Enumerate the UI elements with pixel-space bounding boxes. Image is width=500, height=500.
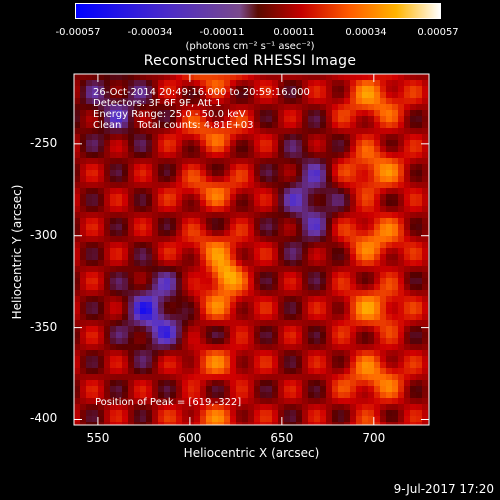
time-range-label: 26-Oct-2014 20:49:16.000 to 20:59:16.000 [93, 87, 310, 98]
axis-ticks [74, 74, 429, 425]
colorbar-tick-label: 0.00057 [417, 27, 459, 38]
energy-range-label: Energy Range: 25.0 - 50.0 keV [93, 109, 246, 120]
plot-frame [73, 73, 430, 426]
colorbar-tick-label: -0.00034 [127, 27, 173, 38]
y-axis-title: Heliocentric Y (arcsec) [10, 184, 24, 320]
x-tick-label: 550 [86, 431, 110, 445]
y-tick-label: -250 [30, 135, 58, 150]
x-tick-label: 600 [178, 431, 202, 445]
clean-counts-label: Clean Total counts: 4.81E+03 [93, 120, 254, 131]
y-tick-label: -400 [30, 411, 58, 426]
x-tick-label: 700 [362, 431, 386, 445]
timestamp: 9-Jul-2017 17:20 [393, 482, 494, 496]
detectors-label: Detectors: 3F 6F 9F, Att 1 [93, 98, 222, 109]
colorbar-units: (photons cm⁻² s⁻¹ asec⁻²) [185, 41, 315, 52]
colorbar-tick-label: 0.00011 [273, 27, 315, 38]
colorbar-tick-label: -0.00011 [199, 27, 245, 38]
colorbar-tick-label: 0.00034 [345, 27, 387, 38]
x-tick-label: 650 [270, 431, 294, 445]
chart-title: Reconstructed RHESSI Image [143, 53, 357, 69]
colorbar-tick-label: -0.00057 [55, 27, 101, 38]
heatmap-cells [74, 74, 429, 425]
y-tick-label: -350 [30, 319, 58, 334]
x-axis-title: Heliocentric X (arcsec) [183, 446, 320, 460]
peak-position-label: Position of Peak = [619,-322] [95, 397, 242, 408]
colorbar [75, 3, 441, 19]
y-tick-label: -300 [30, 227, 58, 242]
